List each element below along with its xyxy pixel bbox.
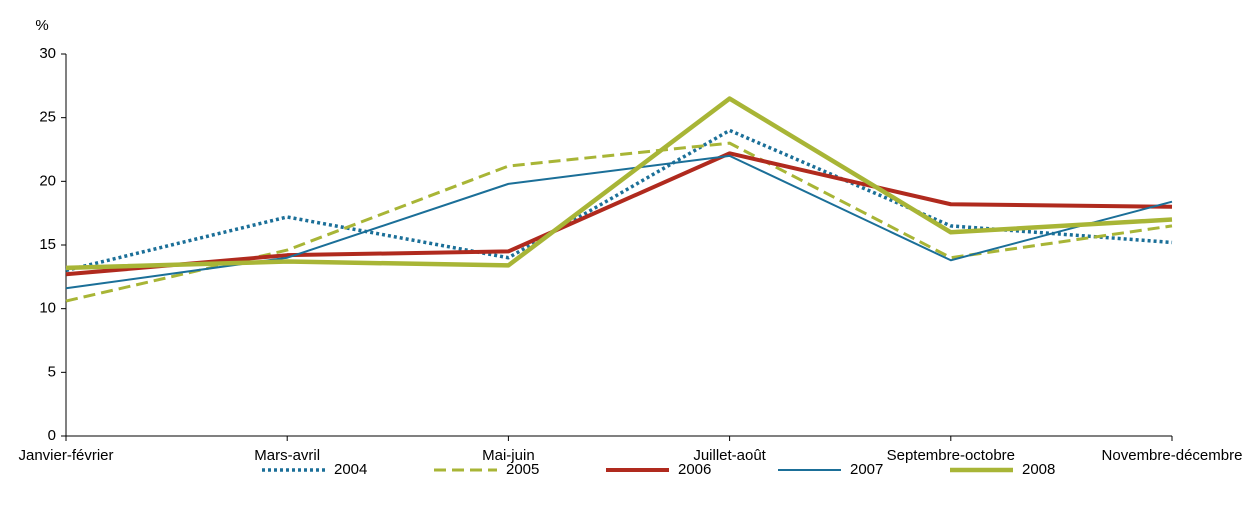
- series-line: [65, 151, 1173, 277]
- legend-label: 2008: [1022, 461, 1055, 478]
- x-tick-label: Mars-avril: [254, 447, 320, 464]
- y-tick-label: 5: [48, 363, 56, 380]
- x-tick-label: Mai-juin: [482, 447, 535, 464]
- legend-label: 2006: [678, 461, 711, 478]
- y-tick-label: 0: [48, 427, 56, 444]
- x-tick-label: Septembre-octobre: [887, 447, 1015, 464]
- x-tick-label: Janvier-février: [18, 447, 113, 464]
- y-axis-label: %: [35, 17, 48, 34]
- y-tick-label: 10: [39, 300, 56, 317]
- series-line: [65, 96, 1173, 271]
- y-tick-label: 15: [39, 236, 56, 253]
- legend-label: 2007: [850, 461, 883, 478]
- y-tick-label: 30: [39, 45, 56, 62]
- x-tick-label: Novembre-décembre: [1102, 447, 1243, 464]
- series-line: [65, 141, 1173, 303]
- series-line: [65, 154, 1173, 290]
- y-tick-label: 20: [39, 172, 56, 189]
- legend-label: 2004: [334, 461, 367, 478]
- legend-label: 2005: [506, 461, 539, 478]
- x-tick-label: Juillet-août: [693, 447, 766, 464]
- y-tick-label: 25: [39, 109, 56, 126]
